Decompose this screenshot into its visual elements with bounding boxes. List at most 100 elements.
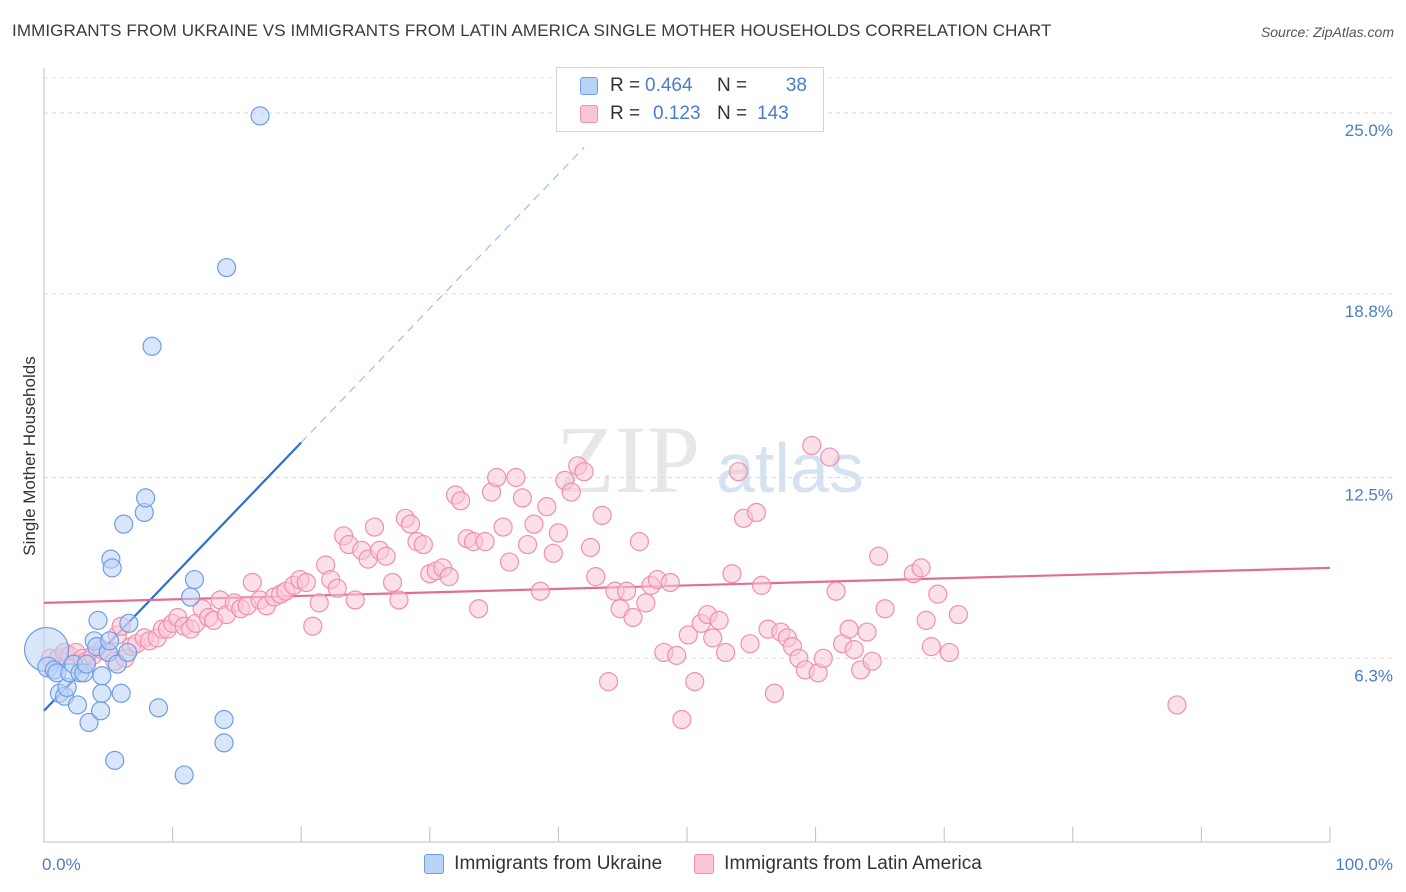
r-label: R = [610, 75, 641, 96]
point-latin-america [537, 497, 557, 517]
legend-swatch-latin-america [694, 854, 715, 874]
point-latin-america [303, 616, 323, 636]
point-ukraine [184, 569, 205, 590]
series-ukraine [23, 106, 270, 785]
point-ukraine [79, 712, 99, 733]
point-ukraine [111, 683, 131, 703]
point-latin-america [740, 634, 760, 654]
legend-label-latin-america: Immigrants from Latin America [724, 853, 982, 874]
point-latin-america [345, 590, 365, 610]
y-axis-label: Single Mother Households [20, 356, 39, 555]
point-ukraine [88, 610, 108, 630]
point-ukraine [181, 587, 201, 607]
point-latin-america [813, 648, 833, 668]
swatch-latin-america [580, 105, 598, 123]
point-latin-america [517, 534, 538, 555]
point-latin-america [667, 645, 687, 665]
source-label: Source: ZipAtlas.com [1260, 24, 1394, 40]
point-latin-america [751, 575, 772, 595]
point-latin-america [672, 709, 692, 730]
point-latin-america [857, 622, 877, 642]
point-ukraine [102, 558, 122, 578]
r-value: 0.464 [645, 75, 693, 96]
point-latin-america [839, 619, 859, 639]
n-label: N = [717, 103, 748, 124]
stats-row-ukraine: R = 0.464 N = 38 [580, 73, 807, 99]
point-latin-america [875, 599, 895, 619]
point-latin-america [623, 607, 643, 628]
y-tick-label: 25.0% [1345, 121, 1393, 140]
watermark: ZIP atlas [556, 406, 864, 513]
point-latin-america [242, 572, 262, 593]
point-latin-america [499, 552, 520, 572]
point-latin-america [364, 517, 385, 537]
n-label: N = [717, 75, 748, 96]
point-latin-america [524, 514, 544, 534]
point-ukraine [135, 488, 156, 508]
point-latin-america [703, 628, 723, 648]
point-ukraine [92, 683, 112, 703]
trend-line-ukraine-extension [300, 146, 585, 443]
y-tick-label: 18.8% [1345, 302, 1393, 321]
point-ukraine [250, 106, 270, 126]
x-tick-label-max: 100.0% [1335, 855, 1393, 874]
point-latin-america [678, 625, 698, 645]
point-latin-america [820, 447, 840, 467]
point-latin-america [548, 523, 569, 543]
point-latin-america [709, 610, 729, 630]
point-latin-america [715, 642, 736, 663]
point-ukraine [148, 698, 169, 718]
point-ukraine [214, 709, 234, 730]
point-latin-america [543, 543, 563, 563]
point-latin-america [530, 581, 550, 601]
point-latin-america [586, 567, 606, 587]
point-latin-america [764, 683, 785, 703]
point-latin-america [928, 584, 948, 604]
point-latin-america [869, 546, 889, 566]
point-latin-america [451, 491, 471, 511]
y-tick-label: 12.5% [1345, 485, 1393, 504]
n-value: 38 [785, 75, 807, 96]
point-ukraine [90, 701, 111, 721]
legend-item-ukraine[interactable]: Immigrants from Ukraine [424, 853, 662, 875]
point-latin-america [493, 517, 513, 537]
point-latin-america [376, 546, 396, 566]
point-latin-america [636, 593, 656, 613]
point-ukraine [217, 257, 237, 278]
point-ukraine [99, 631, 120, 651]
point-latin-america [469, 599, 489, 619]
point-latin-america [487, 467, 507, 488]
point-latin-america [728, 462, 749, 482]
point-latin-america [802, 435, 822, 456]
r-value: 0.123 [653, 103, 701, 124]
point-latin-america [862, 651, 882, 671]
point-latin-america [685, 672, 705, 692]
point-ukraine [67, 695, 88, 715]
point-latin-america [413, 534, 433, 555]
point-ukraine [117, 642, 138, 663]
point-latin-america [939, 642, 959, 663]
point-latin-america [327, 578, 347, 598]
legend-item-latin-america[interactable]: Immigrants from Latin America [694, 853, 982, 875]
point-ukraine [114, 514, 134, 534]
point-latin-america [598, 672, 619, 692]
point-ukraine [119, 613, 139, 633]
point-latin-america [506, 467, 526, 488]
point-ukraine [105, 750, 125, 770]
stats-legend: R = 0.464 N = 38 R = 0.123 N = 143 [556, 67, 824, 132]
point-latin-america [921, 637, 941, 657]
point-latin-america [746, 502, 767, 523]
point-latin-america [916, 610, 936, 630]
point-latin-america [826, 581, 846, 601]
stats-row-latin-america: R = 0.123 N = 143 [580, 101, 807, 127]
point-latin-america [844, 639, 864, 660]
tick-labels: 6.3% 12.5% 18.8% 25.0% 0.0% 100.0% [42, 121, 1393, 874]
point-latin-america [561, 482, 581, 502]
point-latin-america [574, 462, 594, 482]
point-latin-america [660, 572, 680, 593]
point-latin-america [948, 604, 968, 625]
point-ukraine [142, 336, 162, 356]
point-latin-america [389, 590, 409, 610]
point-ukraine [174, 765, 194, 785]
